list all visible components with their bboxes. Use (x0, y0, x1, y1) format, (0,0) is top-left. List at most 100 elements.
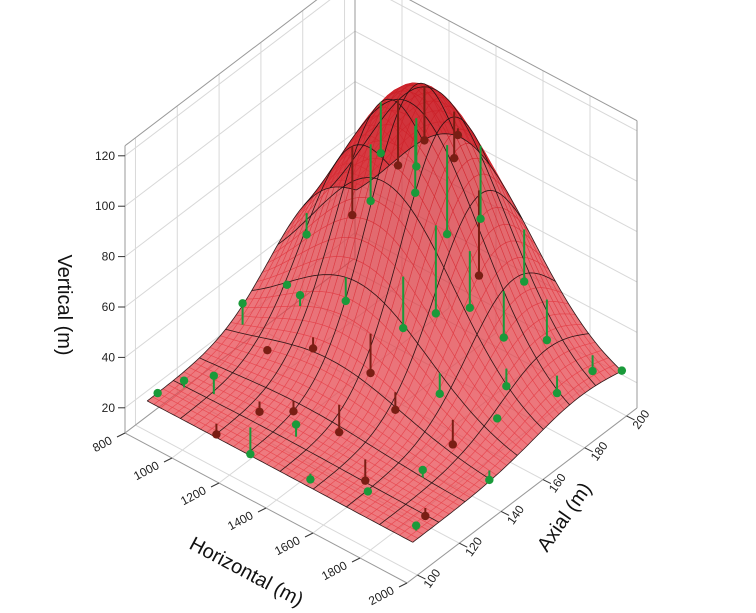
x-tick-label: 1200 (178, 483, 208, 508)
data-point (376, 148, 385, 158)
data-point (212, 430, 221, 439)
data-point (302, 230, 311, 239)
x-tick-label: 1400 (225, 508, 255, 533)
data-point (348, 210, 357, 220)
mesh-line (147, 400, 413, 543)
data-point (255, 407, 264, 416)
data-point (465, 303, 475, 313)
data-point (282, 280, 292, 290)
data-point (519, 277, 529, 286)
data-point (361, 476, 370, 485)
z-tick-label: 20 (102, 401, 116, 415)
x-tick-label: 800 (90, 433, 115, 455)
data-point (308, 344, 318, 353)
data-point (617, 366, 627, 375)
y-axis-title: Axial (m) (533, 479, 596, 556)
data-point (334, 427, 344, 437)
mesh-line (277, 177, 544, 430)
data-point (363, 487, 373, 496)
mesh-line (329, 86, 597, 386)
data-point (420, 136, 429, 145)
x-tick (398, 582, 408, 588)
data-point (391, 405, 400, 414)
data-point (289, 407, 298, 416)
surface (146, 82, 623, 543)
data-point (431, 309, 441, 318)
mesh-line (356, 133, 623, 372)
data-point (263, 346, 272, 355)
y-tick (417, 574, 426, 580)
data-point (412, 162, 421, 171)
data-point (442, 229, 452, 239)
z-tick-label: 80 (102, 250, 116, 264)
data-point (448, 440, 457, 449)
data-point (246, 449, 255, 459)
x-tick-label: 2000 (366, 583, 396, 608)
x-tick-label: 1800 (319, 558, 349, 583)
data-point (502, 381, 511, 391)
data-point (153, 388, 162, 398)
x-tick (210, 482, 220, 488)
data-point (493, 414, 502, 423)
grid-line (354, 30, 638, 182)
data-points (153, 85, 627, 531)
mesh-line (199, 357, 466, 503)
y-tick (626, 415, 635, 421)
x-tick (163, 457, 173, 463)
data-point (209, 371, 219, 380)
x-tick (116, 432, 126, 438)
data-point (474, 271, 484, 280)
y-tick (500, 510, 510, 516)
x-tick (257, 507, 267, 513)
z-tick-label: 100 (95, 199, 115, 213)
data-point (341, 296, 350, 306)
box-edge (408, 0, 638, 122)
data-point (411, 521, 421, 530)
data-point (453, 130, 463, 140)
x-tick-label: 1000 (131, 458, 161, 483)
grid-line (390, 0, 638, 132)
data-point (542, 335, 552, 345)
y-tick (459, 542, 468, 548)
x-tick (351, 557, 361, 563)
y-tick (584, 447, 593, 453)
data-point (238, 299, 247, 308)
z-tick-label: 40 (102, 350, 116, 364)
data-point (291, 420, 301, 429)
data-point (421, 511, 430, 521)
data-point (588, 366, 597, 376)
data-point (435, 389, 444, 398)
grid-line (124, 0, 331, 157)
grid-line (124, 81, 356, 257)
mesh-line (173, 380, 440, 523)
z-axis-title: Vertical (m) (53, 254, 75, 355)
x-tick-label: 1600 (272, 533, 302, 558)
box-edge (124, 0, 318, 147)
data-point (411, 188, 420, 197)
mesh-line (303, 98, 570, 406)
box-edge (406, 407, 638, 584)
mesh-line (251, 274, 518, 456)
data-point (366, 368, 375, 378)
data-point (476, 214, 485, 224)
data-point (485, 475, 494, 485)
data-point (499, 333, 508, 342)
data-point (393, 161, 403, 170)
data-point (449, 153, 459, 163)
data-point (179, 376, 189, 385)
data-point (418, 465, 427, 475)
z-tick-label: 120 (95, 149, 115, 163)
z-tick-label: 60 (102, 300, 116, 314)
grid-line (124, 131, 356, 308)
x-tick (304, 532, 314, 538)
grid-line (124, 30, 356, 207)
y-tick (542, 479, 552, 485)
data-point (366, 196, 375, 206)
data-point (306, 475, 315, 484)
mesh-line (225, 328, 492, 481)
data-point (399, 323, 408, 333)
data-point (295, 290, 305, 300)
data-point (552, 388, 562, 398)
